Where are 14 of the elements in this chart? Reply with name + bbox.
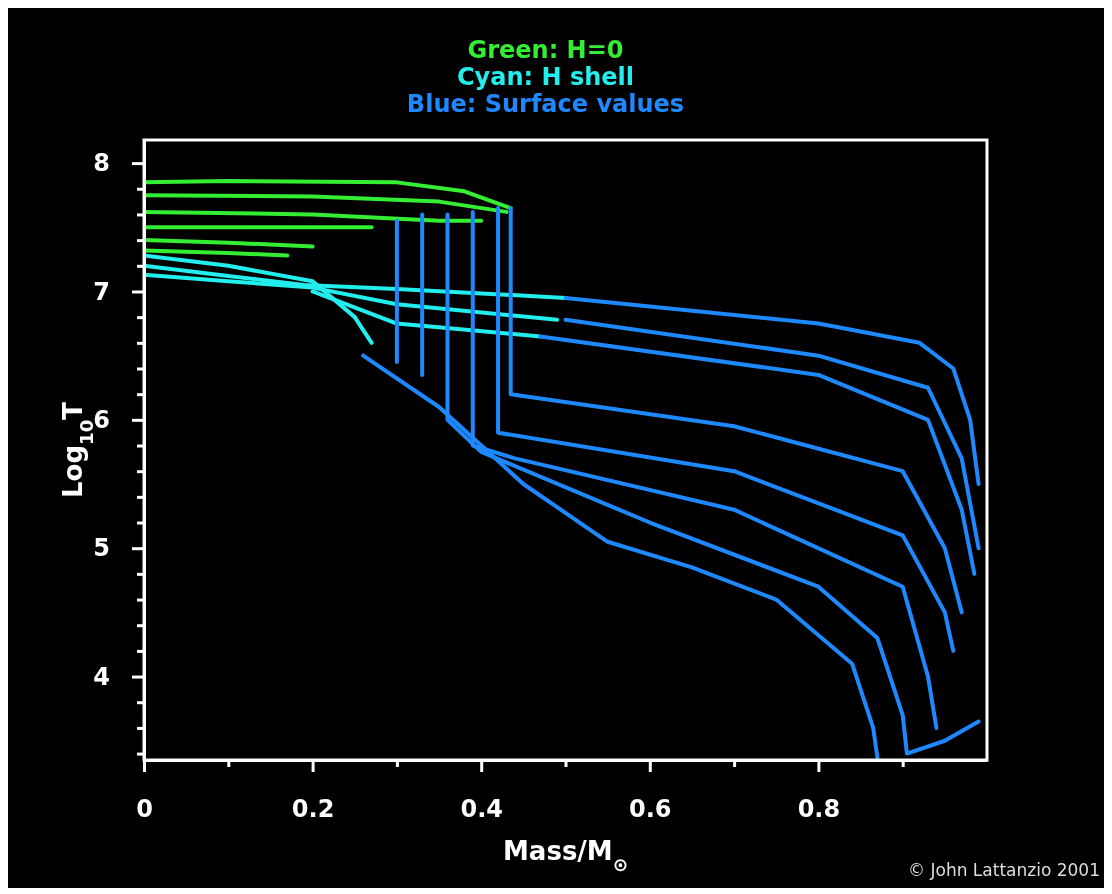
text: Green: H=0 <box>467 36 624 64</box>
y-tick-label: 4 <box>93 662 110 691</box>
text: Cyan: H shell <box>456 63 635 91</box>
y-tick-label: 5 <box>93 534 110 563</box>
text: © John Lattanzio 2001 <box>908 860 1100 880</box>
x-tick-label: 0.6 <box>629 795 672 824</box>
x-tick-label: 0.2 <box>291 795 335 824</box>
x-tick-label: 0.4 <box>460 795 503 824</box>
x-tick-label: 0 <box>136 795 153 824</box>
y-tick-label: 7 <box>93 277 110 306</box>
x-axis-title: Mass/M$_{⊙}$ <box>503 836 628 875</box>
y-tick-label: 8 <box>93 149 110 178</box>
text: Blue: Surface values <box>406 90 685 118</box>
x-tick-label: 0.8 <box>797 795 841 824</box>
